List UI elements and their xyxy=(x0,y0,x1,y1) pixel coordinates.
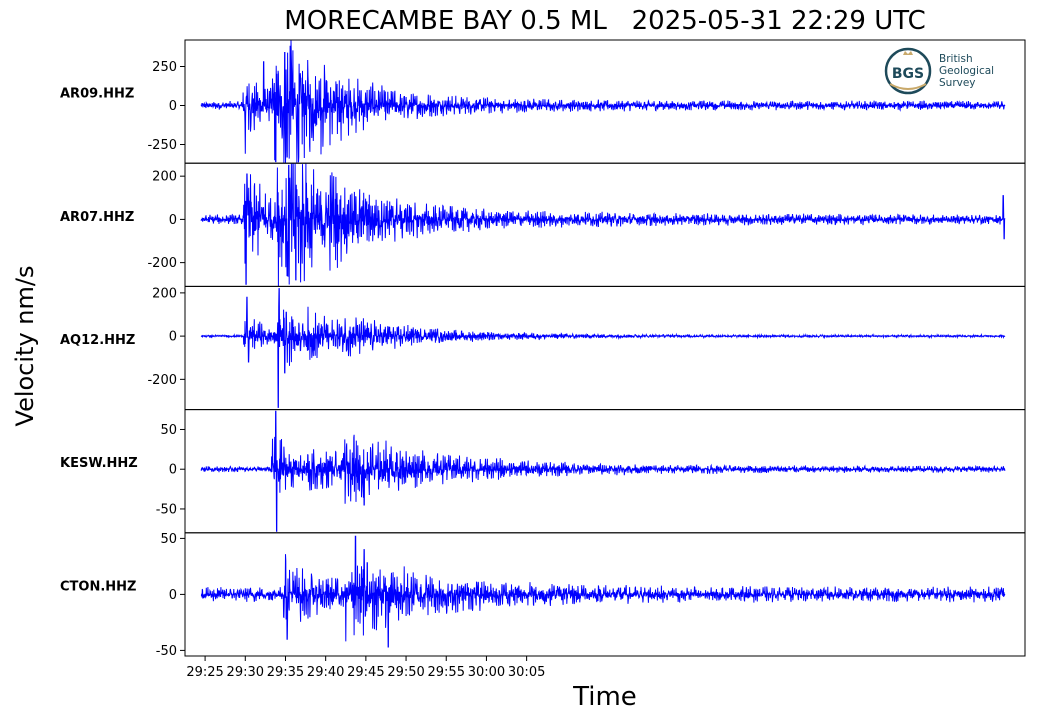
y-tick-label: -50 xyxy=(156,644,177,659)
y-tick-label: -250 xyxy=(147,138,177,153)
y-tick-label: 200 xyxy=(152,286,177,301)
y-tick-label: -200 xyxy=(147,256,177,271)
station-label: AR07.HHZ xyxy=(60,210,134,225)
station-label: AR09.HHZ xyxy=(60,87,134,102)
y-tick-label: 250 xyxy=(152,60,177,75)
y-tick-label: -200 xyxy=(147,373,177,388)
y-tick-label: 50 xyxy=(160,423,177,438)
waveform-cton-hhz xyxy=(200,535,1006,648)
panel-ar07-hhz: 200 0 -200 AR07.HHZ xyxy=(60,162,1026,287)
panel-frame xyxy=(184,285,1026,411)
x-tick-label: 29:25 xyxy=(186,665,223,680)
y-tick-label: 0 xyxy=(169,330,177,345)
y-tick-label: 200 xyxy=(152,170,177,185)
panel-aq12-hhz: 200 0 -200 AQ12.HHZ xyxy=(60,285,1026,411)
y-tick-label: 50 xyxy=(160,532,177,547)
x-tick-label: 29:40 xyxy=(307,665,344,680)
waveform-ar07-hhz xyxy=(200,162,1006,287)
x-tick-label: 29:55 xyxy=(428,665,465,680)
logo-circle xyxy=(884,47,932,95)
y-tick-label: 0 xyxy=(169,588,177,603)
panel-cton-hhz: 50 0 -50 CTON.HHZ xyxy=(60,532,1026,659)
waveform-kesw-hhz xyxy=(200,410,1006,532)
logo-line: Survey xyxy=(939,77,976,89)
x-tick-label: 29:35 xyxy=(267,665,304,680)
crown-icon xyxy=(903,51,913,55)
waveform-aq12-hhz xyxy=(200,288,1006,408)
x-tick-label: 30:00 xyxy=(468,665,505,680)
logo-line: Geological xyxy=(939,65,994,77)
y-tick-label: -50 xyxy=(156,502,177,517)
y-tick-label: 0 xyxy=(169,463,177,478)
x-tick-label: 29:50 xyxy=(387,665,424,680)
x-axis-label: Time xyxy=(573,682,637,712)
chart-title: MORECAMBE BAY 0.5 ML 2025-05-31 22:29 UT… xyxy=(284,6,926,36)
x-tick-label: 30:05 xyxy=(508,665,545,680)
y-tick-label: 0 xyxy=(169,213,177,228)
y-tick-label: 0 xyxy=(169,99,177,114)
logo-swoosh xyxy=(889,83,927,90)
logo-line: British xyxy=(939,53,973,65)
x-tick-label: 29:45 xyxy=(347,665,384,680)
x-tick-label: 29:30 xyxy=(227,665,264,680)
panel-ar09-hhz: 250 0 -250 AR09.HHZ xyxy=(60,39,1026,164)
station-label: AQ12.HHZ xyxy=(60,333,135,348)
panel-kesw-hhz: 50 0 -50 KESW.HHZ xyxy=(60,409,1026,534)
station-label: KESW.HHZ xyxy=(60,456,138,471)
logo-text: BGS xyxy=(892,66,924,82)
waveform-ar09-hhz xyxy=(200,40,1006,163)
station-label: CTON.HHZ xyxy=(60,579,136,594)
